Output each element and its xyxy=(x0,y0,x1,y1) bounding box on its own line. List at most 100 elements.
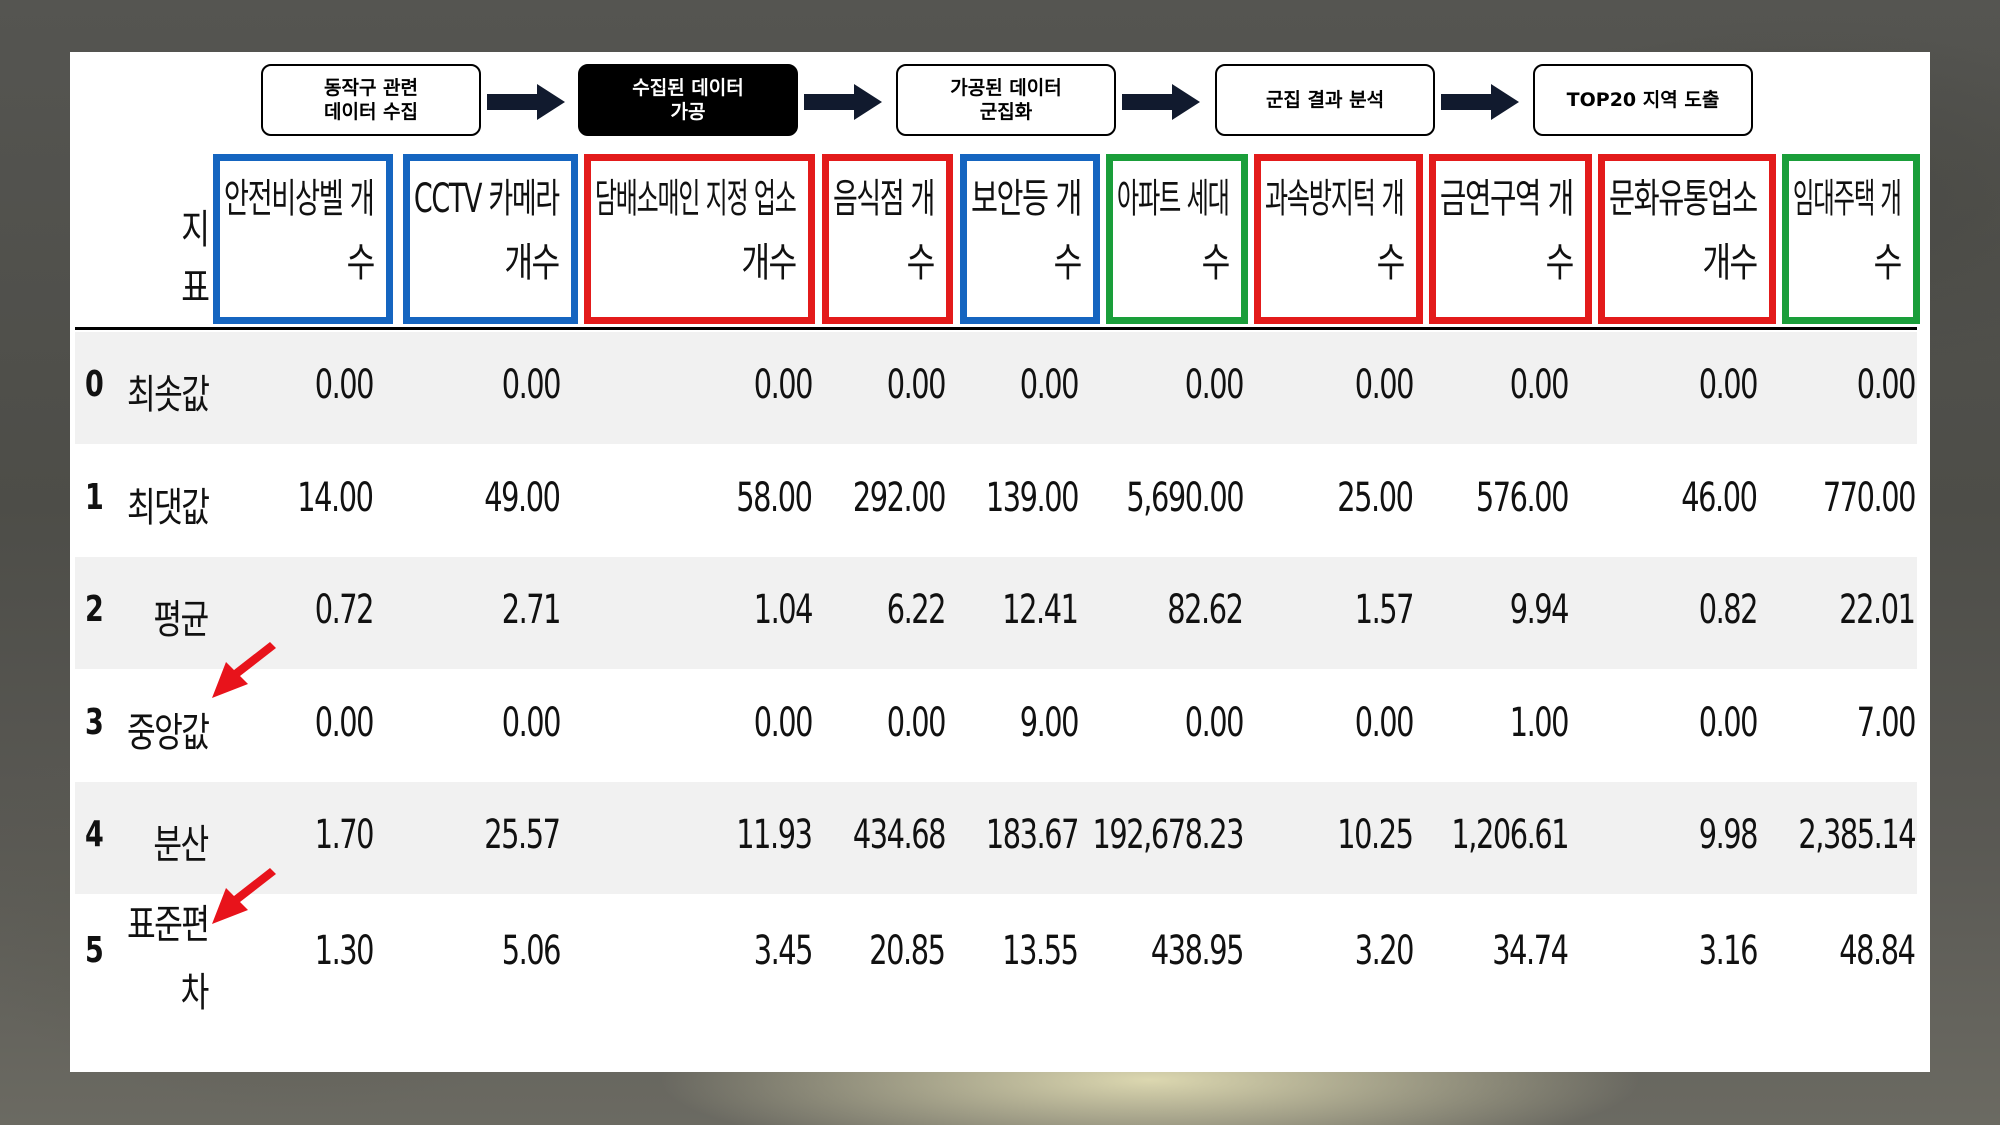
flow-step-1: 동작구 관련 데이터 수집 xyxy=(261,64,481,136)
table-cell: 0.00 xyxy=(1698,699,1759,746)
table-cell: 25.57 xyxy=(484,812,562,858)
table-cell: 58.00 xyxy=(736,474,814,521)
table-cell: 12.41 xyxy=(1002,587,1080,633)
table-cell: 0.00 xyxy=(1354,699,1415,746)
table-cell: 3.16 xyxy=(1698,928,1759,974)
column-header-line2: 개수 xyxy=(504,240,561,286)
column-header-line1: 문화유통업소 xyxy=(1609,176,1758,222)
table-cell: 3.45 xyxy=(753,928,814,974)
row-label: 표준편 xyxy=(126,902,210,948)
table-cell: 0.00 xyxy=(1509,362,1570,408)
column-header-line1: 안전비상벨 개 xyxy=(224,176,375,222)
table-row: 0 최솟값 0.00 0.00 0.00 0.00 0.00 0.00 0.00 0.00 0.00… xyxy=(75,332,1917,444)
table-cell: 0.00 xyxy=(501,362,562,408)
column-header-line2: 수 xyxy=(1873,240,1903,286)
flow-step-4: 군집 결과 분석 xyxy=(1215,64,1435,136)
table-cell: 5.06 xyxy=(501,928,562,974)
row-index: 3 xyxy=(85,701,104,743)
table-cell: 11.93 xyxy=(736,812,814,858)
table-cell: 0.00 xyxy=(501,699,562,746)
table-cell: 0.00 xyxy=(886,699,947,746)
flow-arrow-icon xyxy=(1122,84,1200,120)
column-header-3: 담배소매인 지정 업소 개수 xyxy=(584,154,815,324)
column-header-line1: 음식점 개 xyxy=(833,176,935,222)
flow-step-3: 가공된 데이터 군집화 xyxy=(896,64,1116,136)
table-cell: 13.55 xyxy=(1002,928,1080,974)
column-header-line1: 아파트 세대 xyxy=(1117,176,1230,222)
table-cell: 0.00 xyxy=(314,699,375,746)
row-index: 4 xyxy=(85,814,104,855)
table-row: 4 분산 1.70 25.57 11.93 434.68 183.67 192,678.23 1… xyxy=(75,782,1917,894)
red-arrow-icon xyxy=(212,642,276,698)
column-header-line1: 과속방지턱 개 xyxy=(1265,176,1405,222)
table-row: 2 평균 0.72 2.71 1.04 6.22 12.41 82.62 1.57 9.94 0.8… xyxy=(75,557,1917,669)
row-index: 0 xyxy=(85,364,104,405)
table-cell: 25.00 xyxy=(1337,474,1415,521)
column-header-line2: 수 xyxy=(1201,240,1231,286)
row-index: 5 xyxy=(85,930,104,971)
column-header-line2: 수 xyxy=(906,240,936,286)
row-label-line2: 차 xyxy=(180,970,210,1016)
table-cell: 139.00 xyxy=(985,474,1080,521)
column-header-line2: 수 xyxy=(1545,240,1575,286)
column-header-line2: 수 xyxy=(346,240,376,286)
column-header-line1: 보안등 개 xyxy=(971,176,1082,222)
row-index: 2 xyxy=(85,589,104,630)
table-cell: 1.00 xyxy=(1509,699,1570,746)
table-cell: 5,690.00 xyxy=(1126,474,1244,521)
slide-panel: 동작구 관련 데이터 수집 수집된 데이터 가공 가공된 데이터 군집화 군집 결과 … xyxy=(70,52,1930,1072)
row-label: 최솟값 xyxy=(126,372,210,418)
flow-arrow-icon xyxy=(804,84,882,120)
table-cell: 770.00 xyxy=(1822,474,1917,521)
table-row: 3 중앙값 0.00 0.00 0.00 0.00 9.00 0.00 0.00 1.00 0.00… xyxy=(75,669,1917,782)
table-cell: 1,206.61 xyxy=(1451,812,1569,858)
table-cell: 6.22 xyxy=(886,587,947,633)
table-cell: 82.62 xyxy=(1167,587,1245,633)
table-cell: 49.00 xyxy=(484,474,562,521)
table-cell: 0.00 xyxy=(1698,362,1759,408)
table-cell: 438.95 xyxy=(1150,928,1245,974)
flow-arrow-icon xyxy=(1441,84,1519,120)
flow-step-2: 수집된 데이터 가공 xyxy=(578,64,798,136)
index-header: 지표 xyxy=(181,207,210,311)
table-cell: 1.57 xyxy=(1354,587,1415,633)
table-cell: 3.20 xyxy=(1354,928,1415,974)
column-header-line2: 수 xyxy=(1376,240,1406,286)
column-header-line1: CCTV 카메라 xyxy=(414,176,560,222)
row-index: 1 xyxy=(85,476,104,518)
header-rule xyxy=(75,327,1917,330)
row-label: 분산 xyxy=(153,822,210,868)
table-cell: 292.00 xyxy=(852,474,947,521)
table-cell: 46.00 xyxy=(1681,474,1759,521)
flow-arrow-icon xyxy=(487,84,565,120)
column-header-line2: 수 xyxy=(1053,240,1083,286)
table-cell: 10.25 xyxy=(1337,812,1415,858)
table-cell: 0.00 xyxy=(1184,362,1245,408)
column-header-line2: 개수 xyxy=(741,240,798,286)
column-header-line2: 개수 xyxy=(1702,240,1759,286)
table-cell: 0.72 xyxy=(314,587,375,633)
table-cell: 9.98 xyxy=(1698,812,1759,858)
flow-step-5: TOP20 지역 도출 xyxy=(1533,64,1753,136)
table-cell: 20.85 xyxy=(869,928,947,974)
table-cell: 22.01 xyxy=(1839,587,1917,633)
row-label: 평균 xyxy=(153,597,210,643)
row-label: 중앙값 xyxy=(126,709,210,756)
table-cell: 0.00 xyxy=(314,362,375,408)
table-cell: 0.00 xyxy=(1184,699,1245,746)
table-cell: 9.94 xyxy=(1509,587,1570,633)
table-cell: 2,385.14 xyxy=(1798,812,1916,858)
table-cell: 0.82 xyxy=(1698,587,1759,633)
table-cell: 9.00 xyxy=(1019,699,1080,746)
table-cell: 0.00 xyxy=(1019,362,1080,408)
table-cell: 0.00 xyxy=(886,362,947,408)
table-cell: 34.74 xyxy=(1492,928,1570,974)
